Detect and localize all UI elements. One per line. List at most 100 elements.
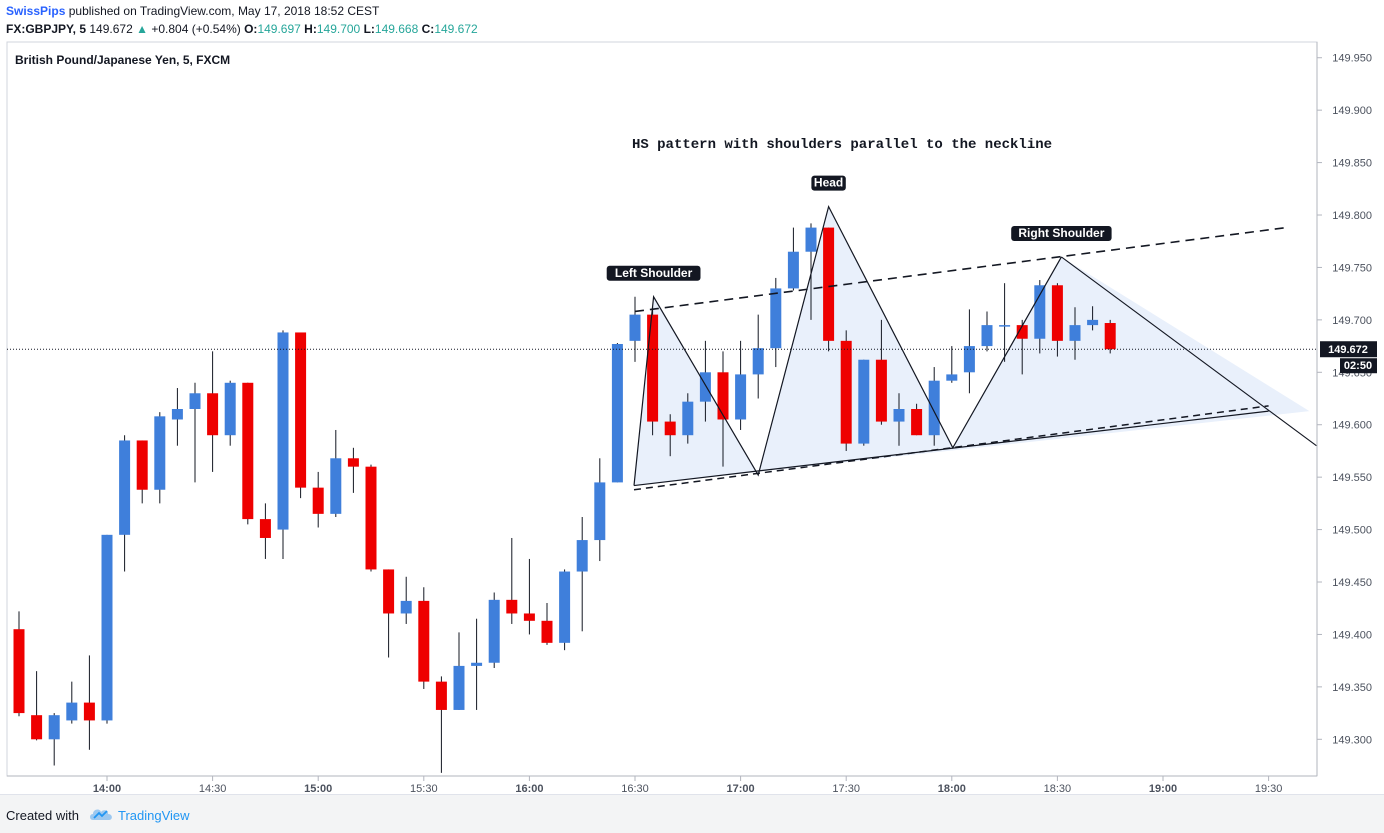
- candle[interactable]: [735, 340, 747, 430]
- candle[interactable]: [752, 314, 764, 399]
- left-shoulder-label[interactable]: Left Shoulder: [606, 265, 701, 281]
- candle-body-up: [858, 359, 870, 444]
- candle[interactable]: [471, 618, 483, 710]
- time-tick-label: 17:30: [832, 783, 860, 794]
- candle[interactable]: [682, 393, 694, 444]
- candle[interactable]: [858, 359, 870, 446]
- right-shoulder-extension-line[interactable]: [1061, 256, 1317, 447]
- candle-body-down: [523, 613, 535, 621]
- candle[interactable]: [541, 602, 553, 645]
- price-tick-label: 149.400: [1332, 629, 1372, 641]
- candle[interactable]: [189, 382, 201, 483]
- candle-body-down: [136, 440, 148, 490]
- candle[interactable]: [629, 296, 641, 362]
- footer-bar: Created with TradingView: [0, 794, 1384, 833]
- candle[interactable]: [699, 340, 711, 422]
- candle[interactable]: [1104, 319, 1116, 354]
- price-axis[interactable]: 149.950 149.900 149.850 149.800 149.750 149.7…: [1317, 53, 1372, 747]
- candle-body-up: [752, 348, 764, 375]
- neckline-dashed-channel[interactable]: [633, 405, 1269, 491]
- candle[interactable]: [647, 307, 659, 436]
- tradingview-cloud-icon[interactable]: [88, 806, 114, 822]
- created-with-text: Created with: [6, 808, 79, 823]
- candle[interactable]: [136, 440, 148, 504]
- candle[interactable]: [981, 311, 993, 352]
- candle[interactable]: [576, 517, 588, 632]
- candle[interactable]: [1051, 283, 1063, 357]
- pattern-overlay[interactable]: Left Shoulder Head Right Shoulder: [606, 175, 1317, 491]
- candle[interactable]: [963, 309, 975, 394]
- candle[interactable]: [506, 537, 518, 624]
- candle-body-down: [207, 393, 219, 436]
- candle[interactable]: [594, 458, 606, 562]
- tradingview-brand[interactable]: TradingView: [118, 808, 190, 823]
- head-label[interactable]: Head: [811, 175, 846, 191]
- candle-body-up: [330, 458, 342, 514]
- candle-body-down: [911, 409, 923, 436]
- candle[interactable]: [1087, 306, 1099, 331]
- candle[interactable]: [559, 569, 571, 651]
- candle[interactable]: [154, 412, 166, 504]
- candle[interactable]: [435, 676, 447, 773]
- candle[interactable]: [400, 576, 412, 624]
- candle[interactable]: [347, 447, 359, 493]
- candle[interactable]: [611, 342, 623, 483]
- time-tick-label: 18:30: [1044, 783, 1072, 794]
- author-link[interactable]: SwissPips: [6, 4, 66, 18]
- price-chart[interactable]: British Pound/Japanese Yen, 5, FXCM HS p…: [0, 0, 1384, 794]
- chart-title: British Pound/Japanese Yen, 5, FXCM: [15, 53, 230, 67]
- candle[interactable]: [224, 380, 236, 446]
- candle[interactable]: [1069, 307, 1081, 360]
- candle[interactable]: [207, 351, 219, 472]
- candle[interactable]: [664, 414, 676, 457]
- candle-body-up: [735, 374, 747, 420]
- candle[interactable]: [823, 227, 835, 352]
- candle[interactable]: [383, 569, 395, 658]
- time-axis[interactable]: 14:00 14:30 15:00 15:30 16:00 16:30 17:00 17:30…: [93, 776, 1282, 794]
- candle[interactable]: [66, 681, 78, 724]
- candle[interactable]: [312, 471, 324, 528]
- candle[interactable]: [330, 429, 342, 518]
- candle[interactable]: [946, 346, 958, 383]
- pattern-label-box: [606, 265, 701, 281]
- candle[interactable]: [119, 435, 131, 572]
- candle-body-down: [1104, 323, 1116, 350]
- candle[interactable]: [1016, 319, 1028, 375]
- candle[interactable]: [295, 332, 307, 499]
- last-price-tag: [1320, 341, 1377, 358]
- candle[interactable]: [893, 393, 905, 446]
- candle[interactable]: [101, 534, 113, 724]
- time-tick-label: 19:30: [1255, 783, 1283, 794]
- price-tick-label: 149.800: [1332, 210, 1372, 222]
- candle[interactable]: [418, 587, 430, 689]
- candle[interactable]: [911, 403, 923, 436]
- candle[interactable]: [453, 632, 465, 710]
- neckline[interactable]: [633, 410, 1269, 487]
- candlestick-series[interactable]: [13, 223, 1116, 773]
- time-tick-label: 17:00: [727, 783, 755, 794]
- candle[interactable]: [31, 671, 43, 741]
- candle[interactable]: [875, 319, 887, 425]
- candle[interactable]: [242, 382, 254, 525]
- candle-body-down: [383, 569, 395, 614]
- candle[interactable]: [48, 713, 60, 766]
- candle[interactable]: [171, 388, 183, 446]
- open-value: 149.697: [257, 22, 301, 36]
- candle[interactable]: [1034, 280, 1046, 354]
- candle[interactable]: [787, 227, 799, 291]
- candle[interactable]: [523, 558, 535, 635]
- zigzag-line[interactable]: [633, 204, 1062, 486]
- candle[interactable]: [928, 367, 940, 446]
- candle[interactable]: [999, 283, 1011, 362]
- candle[interactable]: [717, 351, 729, 467]
- head-and-shoulders-pattern[interactable]: [634, 206, 1310, 486]
- candle[interactable]: [277, 330, 289, 559]
- candle[interactable]: [488, 592, 500, 668]
- shoulder-parallel-line[interactable]: [634, 226, 1287, 313]
- candle[interactable]: [365, 464, 377, 572]
- candle[interactable]: [840, 330, 852, 451]
- candle[interactable]: [259, 503, 271, 559]
- right-shoulder-label[interactable]: Right Shoulder: [1011, 225, 1112, 241]
- candle[interactable]: [83, 655, 95, 750]
- candle[interactable]: [13, 611, 25, 717]
